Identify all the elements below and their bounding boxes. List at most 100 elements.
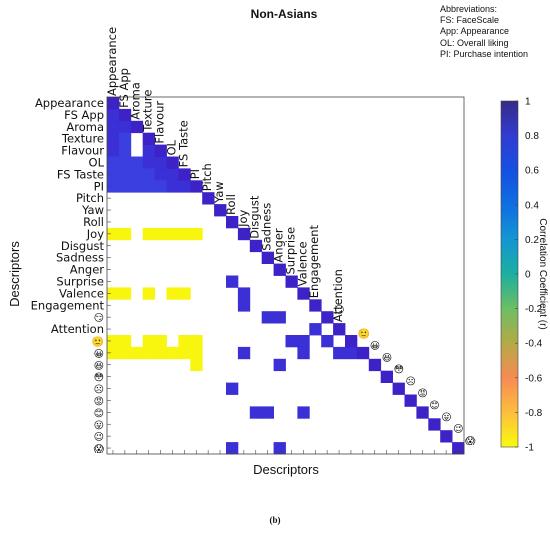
abbreviation-line: FS: FaceScale: [440, 15, 500, 26]
heatmap-cell: [190, 358, 203, 372]
heatmap-cell: [226, 442, 239, 455]
diagonal-emoji-label: 😊: [429, 400, 439, 411]
heatmap-cell: [118, 227, 132, 241]
heatmap-cell: [107, 180, 120, 193]
y-tick-emoji-label: 😱: [94, 444, 105, 455]
heatmap-cell: [166, 287, 179, 300]
diagonal-cell: [178, 168, 191, 181]
diagonal-cell: [428, 418, 441, 431]
colorbar-tick-label: -0.6: [525, 373, 543, 384]
y-tick-label: Texture: [61, 132, 104, 146]
heatmap-cell: [154, 346, 167, 360]
diagonal-cell: [107, 97, 120, 110]
y-tick-label: Appearance: [35, 96, 104, 110]
y-tick-label: Joy: [86, 227, 104, 241]
heatmap-cell: [142, 168, 155, 181]
diagonal-emoji-label: 😛: [441, 412, 451, 423]
heatmap-cell: [118, 156, 132, 169]
heatmap-cell: [142, 287, 155, 300]
heatmap-cell: [107, 156, 120, 169]
y-tick-emoji-label: ☹: [94, 385, 104, 396]
y-tick-emoji-label: 😛: [94, 420, 104, 431]
heatmap-cell: [107, 168, 120, 181]
heatmap-cell: [273, 311, 286, 324]
diagonal-emoji-label: 😉: [453, 424, 463, 435]
diagonal-cell: [202, 192, 215, 205]
diagonal-emoji-label: 😡: [417, 389, 427, 400]
heatmap-cell: [154, 227, 167, 241]
diagonal-emoji-label: 😀: [370, 341, 380, 352]
colorbar-tick-label: -0.8: [525, 408, 543, 419]
colorbar-tick-label: 0.6: [525, 166, 539, 177]
diagonal-cell: [404, 394, 417, 407]
heatmap-cell: [154, 156, 167, 169]
heatmap-cell: [118, 346, 132, 360]
y-tick-label: Disgust: [61, 239, 105, 253]
plot-frame: [106, 96, 465, 455]
heatmap-cell: [154, 180, 167, 193]
y-tick-label: Pitch: [76, 191, 104, 205]
diagonal-emoji-label: 😏: [334, 305, 344, 316]
heatmap-cell: [178, 287, 191, 300]
diagonal-cell: [154, 144, 167, 157]
heatmap-cell: [345, 346, 358, 360]
y-tick-label: Surprise: [56, 274, 104, 288]
heatmap-cell: [261, 311, 274, 324]
heatmap-cell: [166, 168, 179, 181]
diagonal-cell: [345, 335, 358, 348]
diagonal-label: Attention: [331, 269, 345, 322]
heatmap-cell: [142, 144, 155, 157]
heatmap-cell: [178, 227, 191, 241]
diagonal-cell: [142, 132, 155, 145]
diagonal-emoji-label: 😆: [382, 353, 392, 364]
heatmap-cell: [273, 442, 286, 455]
heatmap-cell: [190, 346, 203, 360]
diagonal-cell: [452, 442, 465, 455]
heatmap-cell: [107, 335, 120, 348]
diagonal-label: Valence: [295, 241, 309, 286]
colorbar-tick-label: 0.4: [525, 200, 539, 211]
heatmap-cell: [178, 346, 191, 360]
colorbar-tick-label: 0.8: [525, 131, 539, 142]
heatmap-cell: [297, 335, 310, 348]
heatmap-cell: [118, 120, 132, 134]
heatmap-cell: [107, 132, 120, 145]
heatmap-cell: [166, 180, 179, 193]
heatmap-cell: [107, 287, 120, 300]
diagonal-emoji-label: 😳: [394, 365, 404, 376]
diagonal-cell: [226, 216, 239, 229]
y-tick-label: OL: [89, 155, 105, 169]
heatmap-cell: [107, 144, 120, 157]
y-tick-emoji-label: 😡: [94, 396, 104, 407]
colorbar-tick-label: 0.2: [525, 235, 539, 246]
colorbar-label: Correlation Coefficient (r): [537, 218, 548, 330]
heatmap-cell: [273, 358, 286, 372]
y-tick-label: FS Taste: [57, 167, 104, 181]
heatmap-cells: [107, 97, 465, 455]
heatmap-cell: [130, 346, 144, 360]
diagonal-label: OL: [164, 139, 178, 155]
y-tick-emoji-label: 🙂: [92, 336, 104, 348]
colorbar-tick-label: -0.4: [525, 339, 543, 350]
heatmap-cell: [154, 168, 167, 181]
heatmap-cell: [154, 335, 167, 348]
y-tick-emoji-label: 😳: [94, 373, 104, 384]
y-tick-emoji-label: 😆: [94, 361, 104, 372]
diagonal-label: Pitch: [200, 163, 214, 191]
diagonal-cell: [356, 346, 370, 360]
diagonal-cell: [333, 323, 346, 336]
diagonal-cell: [321, 311, 334, 324]
heatmap-cell: [130, 168, 144, 181]
y-tick-emoji-label: 😊: [94, 408, 104, 419]
diagonal-cell: [416, 406, 429, 419]
heatmap-cell: [309, 323, 322, 336]
diagonal-cell: [118, 108, 132, 122]
diagonal-cell: [285, 275, 298, 288]
abbreviation-line: OL: Overall liking: [440, 37, 509, 48]
diagonal-label: Yaw: [212, 181, 226, 204]
diagonal-label: Anger: [272, 228, 286, 263]
diagonal-cell: [392, 382, 405, 395]
diagonal-cell: [297, 287, 310, 300]
